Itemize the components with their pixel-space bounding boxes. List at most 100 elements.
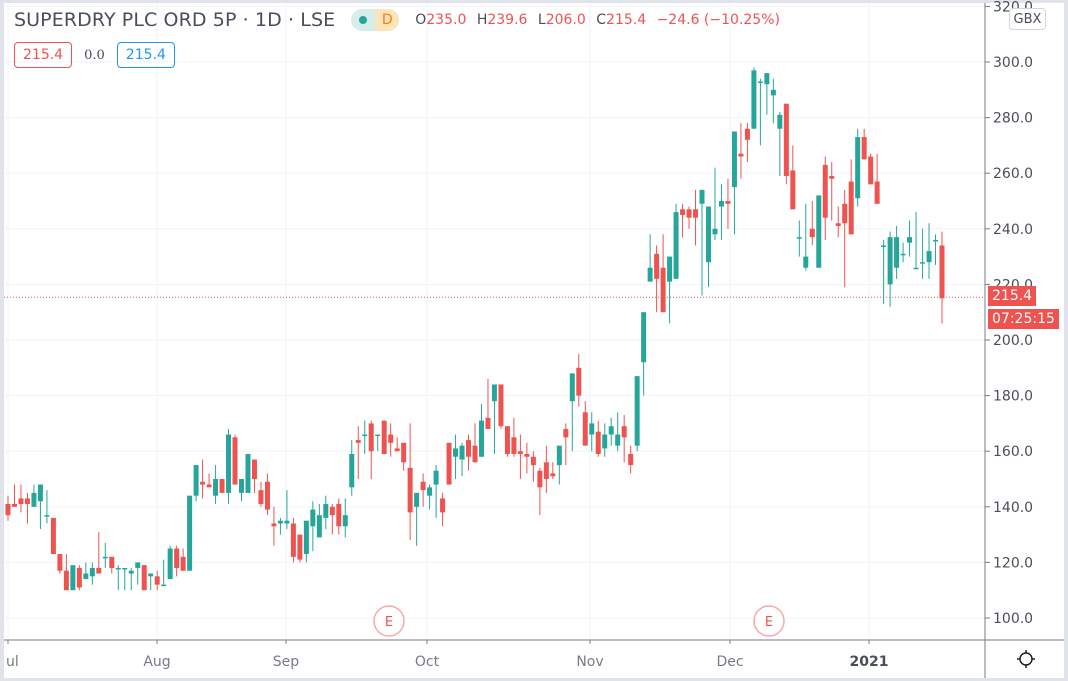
candle-body[interactable] (556, 445, 562, 466)
candle-body[interactable] (459, 445, 465, 460)
candle-body[interactable] (569, 373, 575, 402)
candle-body[interactable] (284, 520, 290, 524)
candle-body[interactable] (109, 556, 115, 568)
candle-body[interactable] (128, 570, 134, 574)
candle-body[interactable] (76, 567, 82, 588)
candle-body[interactable] (712, 228, 718, 235)
candle-body[interactable] (44, 515, 50, 517)
candle-body[interactable] (135, 562, 141, 568)
settings-gear-icon[interactable] (1015, 648, 1037, 670)
candle-body[interactable] (115, 567, 121, 570)
candle-body[interactable] (239, 479, 244, 493)
candle-body[interactable] (277, 520, 283, 524)
market-status-pill[interactable]: D (351, 9, 400, 31)
candle-body[interactable] (913, 267, 919, 270)
candle-body[interactable] (349, 453, 355, 488)
earnings-event-icon[interactable] (373, 605, 405, 637)
candle-body[interactable] (608, 426, 614, 435)
candle-body[interactable] (543, 462, 549, 479)
candle-body[interactable] (621, 426, 627, 438)
candle-body[interactable] (414, 492, 420, 507)
candle-body[interactable] (628, 453, 634, 466)
candle-body[interactable] (770, 89, 776, 96)
candle-body[interactable] (342, 515, 348, 527)
candle-body[interactable] (855, 137, 861, 199)
candle-body[interactable] (816, 195, 822, 268)
candle-body[interactable] (861, 137, 867, 160)
candle-body[interactable] (193, 465, 199, 496)
candle-body[interactable] (894, 237, 900, 268)
candle-body[interactable] (933, 239, 939, 242)
candle-body[interactable] (835, 223, 841, 227)
candle-body[interactable] (310, 509, 316, 527)
candle-body[interactable] (472, 445, 478, 463)
candle-body[interactable] (491, 384, 497, 402)
candle-body[interactable] (5, 504, 11, 516)
candle-body[interactable] (219, 479, 225, 493)
candle-body[interactable] (174, 548, 180, 568)
candle-body[interactable] (381, 420, 387, 454)
candle-body[interactable] (822, 164, 828, 218)
candle-body[interactable] (673, 212, 679, 279)
candle-body[interactable] (264, 481, 270, 510)
candle-body[interactable] (777, 114, 783, 129)
candle-body[interactable] (615, 434, 621, 446)
candle-body[interactable] (232, 437, 238, 485)
candle-body[interactable] (226, 434, 232, 493)
candle-body[interactable] (200, 481, 206, 485)
candle-body[interactable] (167, 548, 173, 580)
candle-body[interactable] (323, 504, 329, 518)
candle-body[interactable] (96, 567, 102, 574)
candle-body[interactable] (725, 201, 731, 204)
candle-body[interactable] (478, 420, 484, 457)
candle-body[interactable] (388, 434, 394, 443)
candle-body[interactable] (271, 523, 277, 527)
candle-body[interactable] (433, 470, 439, 485)
candle-body[interactable] (530, 456, 536, 466)
candle-body[interactable] (868, 156, 874, 185)
candle-body[interactable] (595, 431, 601, 454)
candle-body[interactable] (375, 434, 381, 437)
candle-body[interactable] (790, 170, 796, 210)
candle-body[interactable] (939, 245, 945, 299)
candle-body[interactable] (731, 131, 737, 188)
candle-body[interactable] (699, 189, 705, 204)
candle-body[interactable] (517, 451, 523, 454)
candle-body[interactable] (706, 206, 711, 263)
candle-body[interactable] (796, 237, 802, 239)
candle-body[interactable] (440, 498, 446, 513)
candle-body[interactable] (680, 209, 686, 215)
candle-body[interactable] (667, 256, 673, 282)
candle-body[interactable] (57, 554, 63, 571)
candle-body[interactable] (102, 556, 108, 559)
candle-body[interactable] (37, 484, 43, 502)
earnings-event-icon[interactable] (753, 605, 785, 637)
candle-body[interactable] (368, 423, 374, 452)
candle-body[interactable] (511, 437, 517, 454)
candle-body[interactable] (407, 467, 413, 513)
candle-body[interactable] (647, 267, 653, 282)
candle-body[interactable] (420, 481, 426, 491)
candle-body[interactable] (563, 428, 569, 438)
candle-body[interactable] (336, 504, 342, 527)
candle-body[interactable] (11, 504, 17, 507)
buy-price-button[interactable]: 215.4 (116, 42, 175, 68)
candle-body[interactable] (686, 209, 692, 218)
candle-body[interactable] (524, 453, 530, 457)
candle-body[interactable] (829, 175, 835, 179)
candle-body[interactable] (582, 412, 588, 446)
candle-body[interactable] (18, 498, 24, 505)
candle-body[interactable] (718, 201, 724, 207)
candle-body[interactable] (926, 251, 932, 263)
candle-body[interactable] (24, 498, 30, 505)
candle-body[interactable] (641, 312, 647, 363)
candle-body[interactable] (206, 484, 212, 488)
candle-body[interactable] (303, 520, 309, 555)
candle-body[interactable] (576, 367, 582, 396)
candle-body[interactable] (122, 567, 128, 570)
candle-body[interactable] (809, 228, 815, 238)
candle-body[interactable] (63, 570, 69, 591)
candle-body[interactable] (803, 256, 809, 268)
candle-body[interactable] (31, 492, 37, 507)
candle-body[interactable] (187, 495, 193, 571)
